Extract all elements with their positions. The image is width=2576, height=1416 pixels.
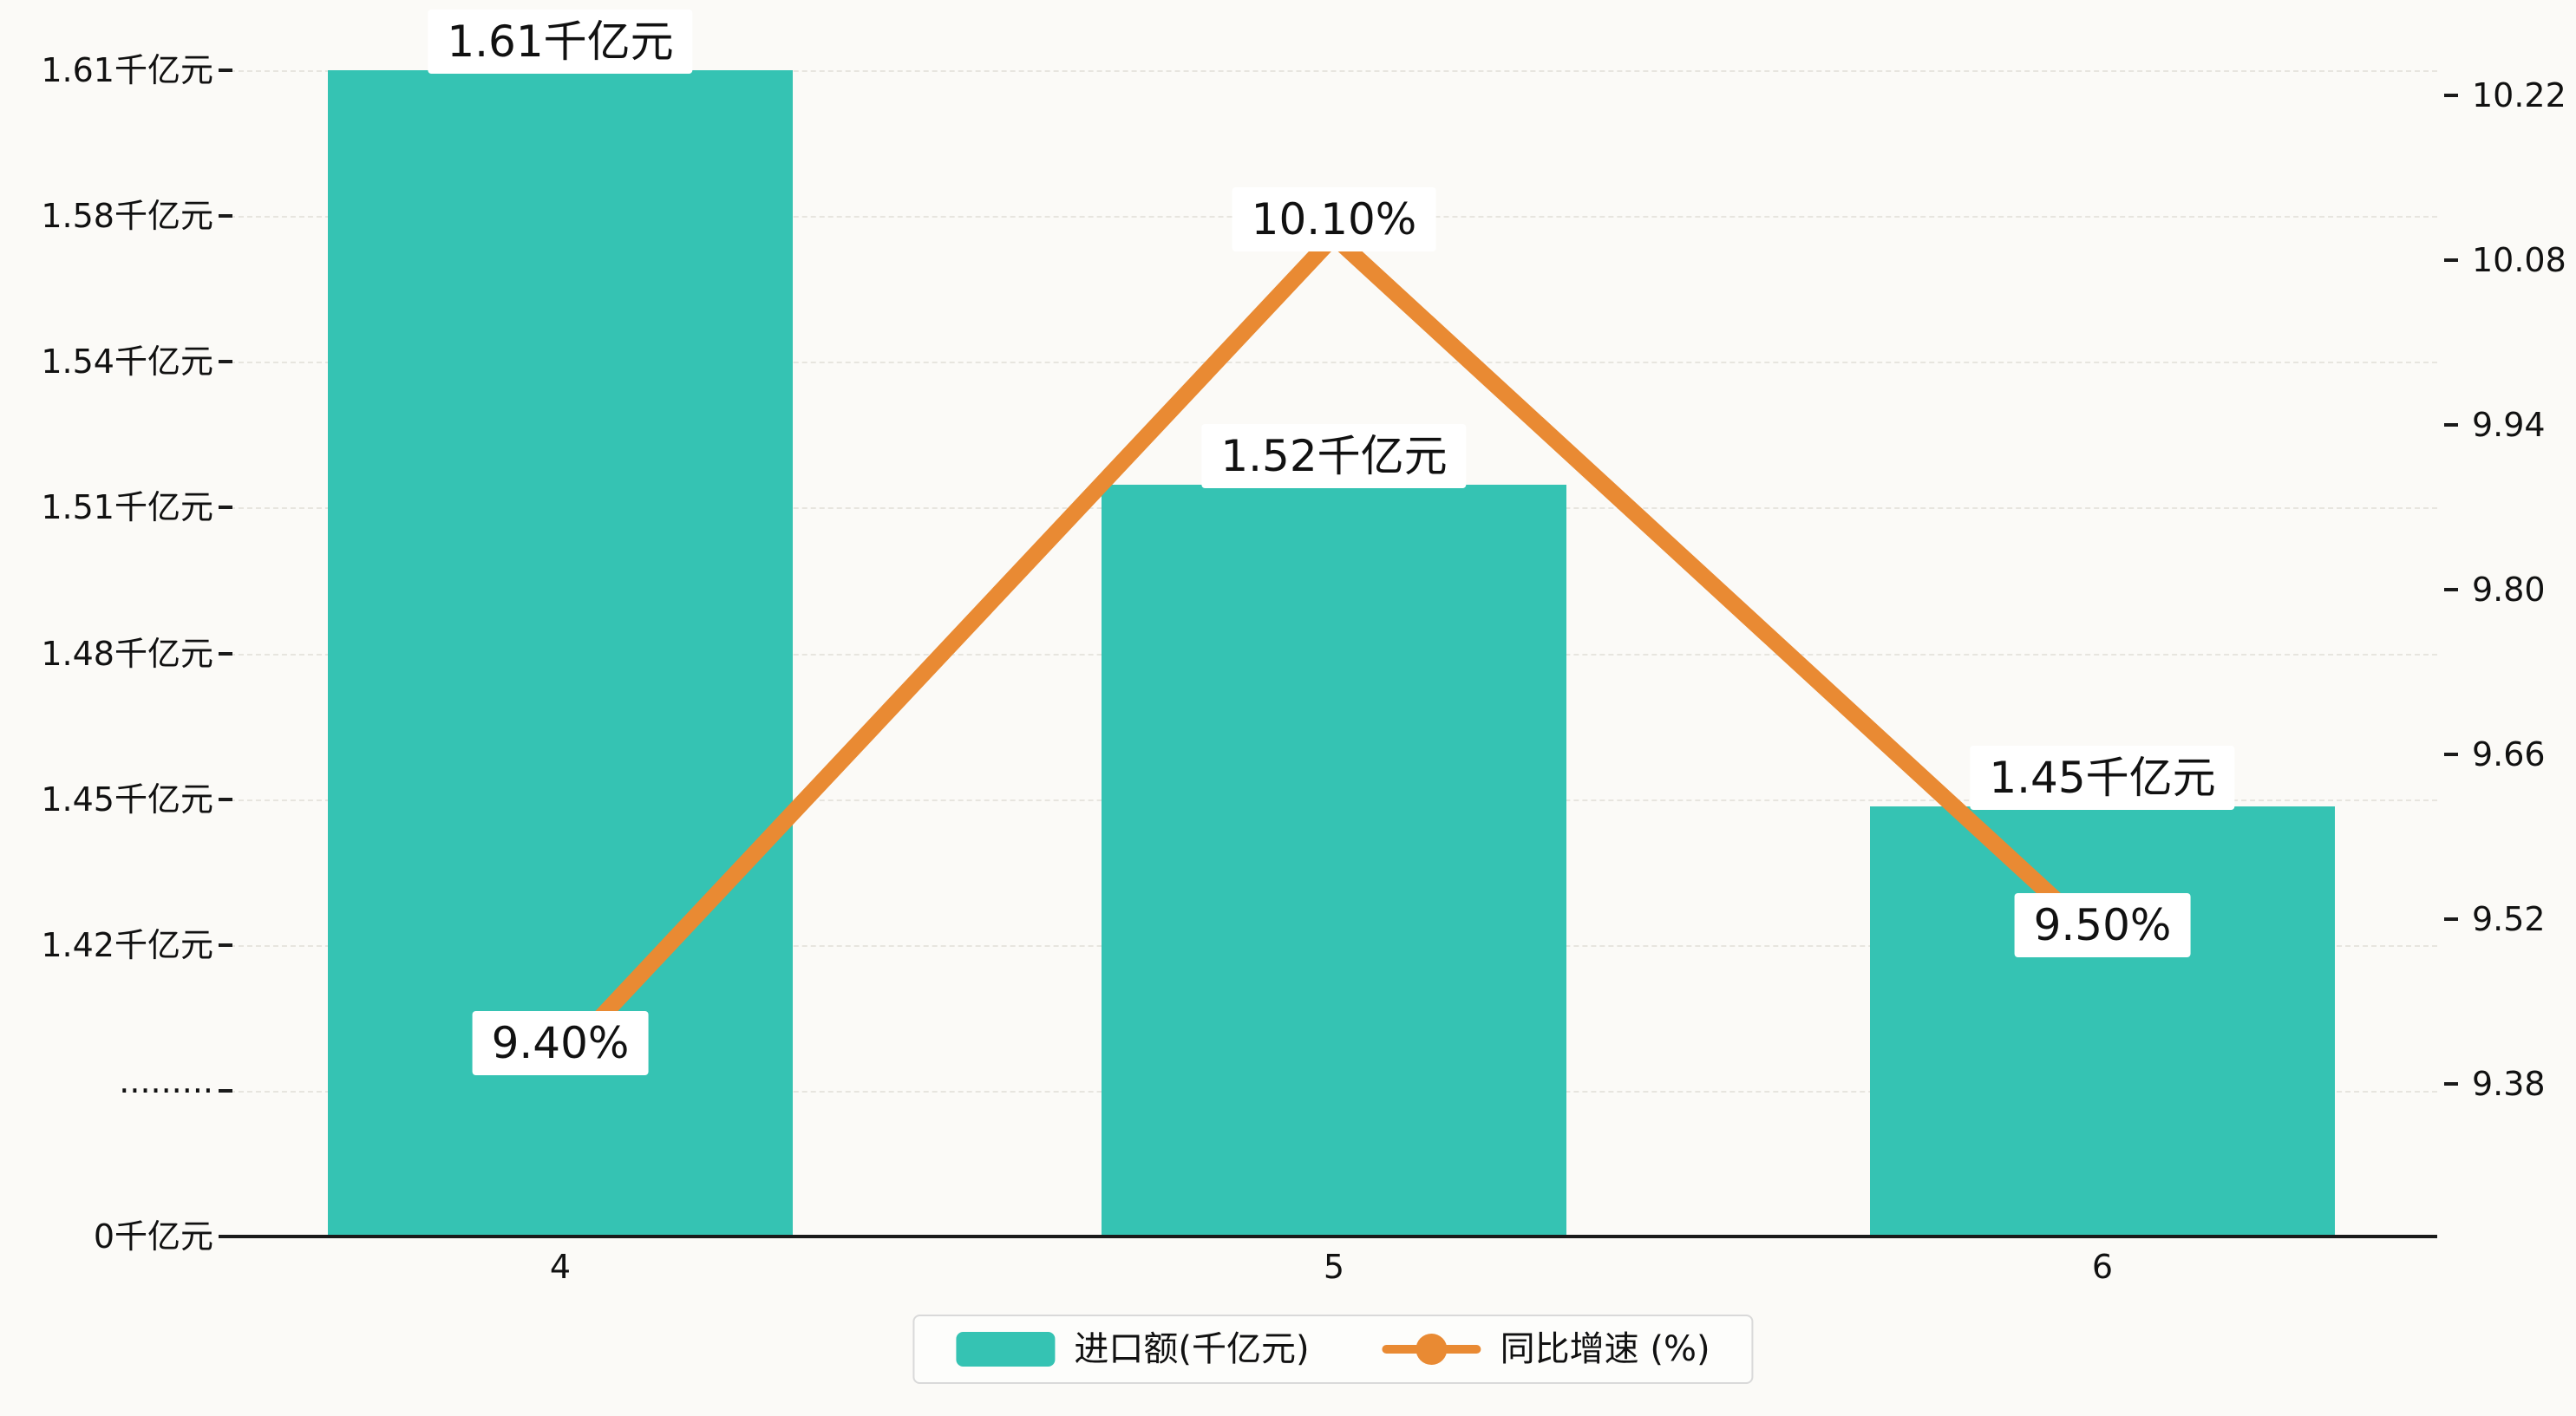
left-axis-tick-label: 1.54千亿元 [41, 343, 213, 382]
left-axis-tick-label: 1.45千亿元 [41, 780, 213, 819]
line-value-label: 10.10% [1232, 186, 1436, 251]
right-axis-tick-label: 9.38 [2472, 1065, 2546, 1103]
left-axis-tick-mark [219, 1088, 232, 1093]
bar-column [1102, 484, 1566, 1237]
bar-value-label: 1.61千亿元 [428, 10, 693, 74]
legend-item-growth[interactable]: 同比增速 (%) [1382, 1329, 1710, 1369]
right-axis-tick-mark [2444, 588, 2458, 591]
left-axis-tick-label: 1.51千亿元 [41, 488, 213, 527]
line-value-label: 9.40% [472, 1010, 649, 1075]
legend: 进口额(千亿元) 同比增速 (%) [912, 1315, 1754, 1384]
right-axis-tick-label: 9.80 [2472, 571, 2546, 609]
left-axis-tick-mark [219, 214, 232, 219]
bar-swatch-icon [956, 1332, 1056, 1367]
gridline [230, 70, 2437, 72]
right-axis-tick-mark [2444, 423, 2458, 427]
left-axis-tick-mark [219, 1235, 232, 1238]
right-axis-tick-mark [2444, 917, 2458, 921]
bar-column [1870, 806, 2335, 1237]
left-axis-tick-mark [219, 360, 232, 364]
x-axis-category-label: 6 [2091, 1248, 2114, 1286]
left-axis-tick-label: ········· [119, 1071, 213, 1110]
right-axis-tick-mark [2444, 753, 2458, 756]
right-axis-tick-label: 9.52 [2472, 900, 2546, 938]
line-swatch-dot [1415, 1334, 1448, 1365]
left-axis-tick-label: 1.58千亿元 [41, 197, 213, 236]
left-axis-tick-mark [219, 506, 232, 510]
left-axis-tick-mark [219, 69, 232, 72]
bar-value-label: 1.52千亿元 [1201, 423, 1467, 488]
right-axis-tick-mark [2444, 258, 2458, 262]
x-axis-category-label: 5 [1323, 1248, 1345, 1286]
right-axis-tick-label: 10.22 [2472, 76, 2566, 114]
line-swatch-icon [1382, 1332, 1481, 1367]
legend-label-growth: 同比增速 (%) [1500, 1329, 1710, 1369]
legend-item-imports[interactable]: 进口额(千亿元) [956, 1329, 1310, 1369]
left-axis-tick-label: 1.61千亿元 [41, 51, 213, 89]
right-axis-tick-label: 10.08 [2472, 241, 2566, 279]
right-axis-tick-label: 9.66 [2472, 735, 2546, 773]
left-axis-tick-label: 0千亿元 [93, 1217, 213, 1256]
right-axis-tick-label: 9.94 [2472, 406, 2546, 444]
x-axis-line [230, 1235, 2437, 1238]
x-axis-category-label: 4 [549, 1248, 572, 1286]
line-value-label: 9.50% [2014, 893, 2191, 958]
left-axis-tick-mark [219, 651, 232, 656]
bar-value-label: 1.45千亿元 [1970, 746, 2235, 811]
left-axis-tick-mark [219, 943, 232, 947]
right-axis-tick-mark [2444, 1082, 2458, 1086]
right-axis-tick-mark [2444, 94, 2458, 97]
left-axis-tick-label: 1.48千亿元 [41, 634, 213, 673]
legend-label-imports: 进口额(千亿元) [1074, 1329, 1310, 1369]
left-axis-tick-label: 1.42千亿元 [41, 925, 213, 964]
left-axis-tick-mark [219, 797, 232, 801]
